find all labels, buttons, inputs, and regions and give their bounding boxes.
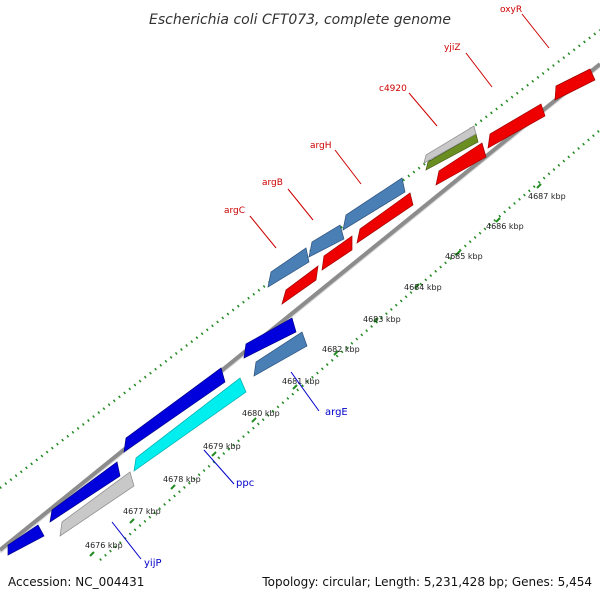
label-connectors (111, 13, 550, 560)
scale-tick (170, 484, 176, 490)
scale-tick (129, 518, 135, 524)
scale-label: 4680 kbp (242, 409, 280, 418)
gene-label: argB (262, 178, 283, 188)
scale-label: 4676 kbp (85, 541, 123, 550)
label-connector (465, 52, 493, 88)
steelblue-gene[interactable] (342, 177, 406, 231)
scale-label: 4687 kbp (528, 192, 566, 201)
forward-gene[interactable] (554, 68, 596, 101)
gene-labels: argC argB argH c4920 yjiZ oxyR yijP ppc … (144, 5, 522, 569)
gene-label: argC (224, 206, 245, 216)
scale-tick (373, 317, 379, 323)
steelblue-gene[interactable] (253, 331, 308, 377)
accession-text: Accession: NC_004431 (8, 575, 144, 589)
scale-tick (333, 350, 339, 356)
scale-tick (211, 451, 217, 457)
gene-label: argE (325, 407, 348, 418)
forward-gene[interactable] (281, 265, 319, 305)
gray-gene[interactable] (423, 125, 477, 164)
gene-label: ppc (236, 478, 254, 489)
label-connector (287, 188, 314, 221)
reverse-gene[interactable] (243, 317, 297, 359)
label-connector (290, 371, 320, 412)
label-connector (249, 215, 277, 249)
forward-gene[interactable] (487, 103, 546, 149)
cyan-gene[interactable] (133, 377, 247, 472)
gene-label: c4920 (379, 84, 407, 94)
gray-gene[interactable] (59, 471, 135, 537)
gene-label: oxyR (500, 5, 522, 15)
forward-gene[interactable] (435, 142, 487, 186)
scale-label: 4683 kbp (363, 315, 401, 324)
genome-backbone (0, 62, 600, 552)
gene-label: yijP (144, 558, 162, 569)
label-connector (203, 449, 235, 485)
gene-label: yjiZ (444, 43, 461, 53)
forward-strand-genes (267, 68, 596, 305)
scale-labels: 4676 kbp 4677 kbp 4678 kbp 4679 kbp 4680… (85, 192, 566, 550)
scale-tick (414, 283, 420, 289)
label-connector (111, 521, 142, 560)
steelblue-gene[interactable] (267, 247, 310, 288)
genome-summary-text: Topology: circular; Length: 5,231,428 bp… (261, 575, 592, 589)
scale-tick (455, 250, 461, 256)
scale-label: 4682 kbp (322, 345, 360, 354)
scale-label: 4678 kbp (163, 475, 201, 484)
steelblue-gene[interactable] (308, 224, 345, 258)
reverse-gene[interactable] (7, 524, 45, 556)
scale-tick (251, 417, 257, 423)
scale-label: 4685 kbp (445, 252, 483, 261)
reverse-gene[interactable] (123, 367, 226, 453)
scale-label: 4686 kbp (486, 222, 524, 231)
label-connector (521, 13, 550, 49)
forward-gene[interactable] (321, 235, 353, 271)
scale-tick (292, 384, 298, 390)
gene-label: argH (310, 141, 332, 151)
scale-tick (495, 217, 501, 223)
forward-gene[interactable] (356, 192, 414, 244)
map-title: Escherichia coli CFT073, complete genome (149, 12, 451, 28)
label-connector (334, 149, 362, 185)
scale-tick (536, 183, 542, 189)
scale-label: 4681 kbp (282, 377, 320, 386)
scale-label: 4679 kbp (203, 442, 241, 451)
reverse-gene[interactable] (49, 461, 121, 523)
scale-label: 4677 kbp (123, 507, 161, 516)
scale-ticks (89, 183, 542, 557)
scale-tick (89, 551, 95, 557)
label-connector (408, 92, 438, 127)
scale-label: 4684 kbp (404, 283, 442, 292)
reverse-strand-genes (7, 317, 308, 556)
